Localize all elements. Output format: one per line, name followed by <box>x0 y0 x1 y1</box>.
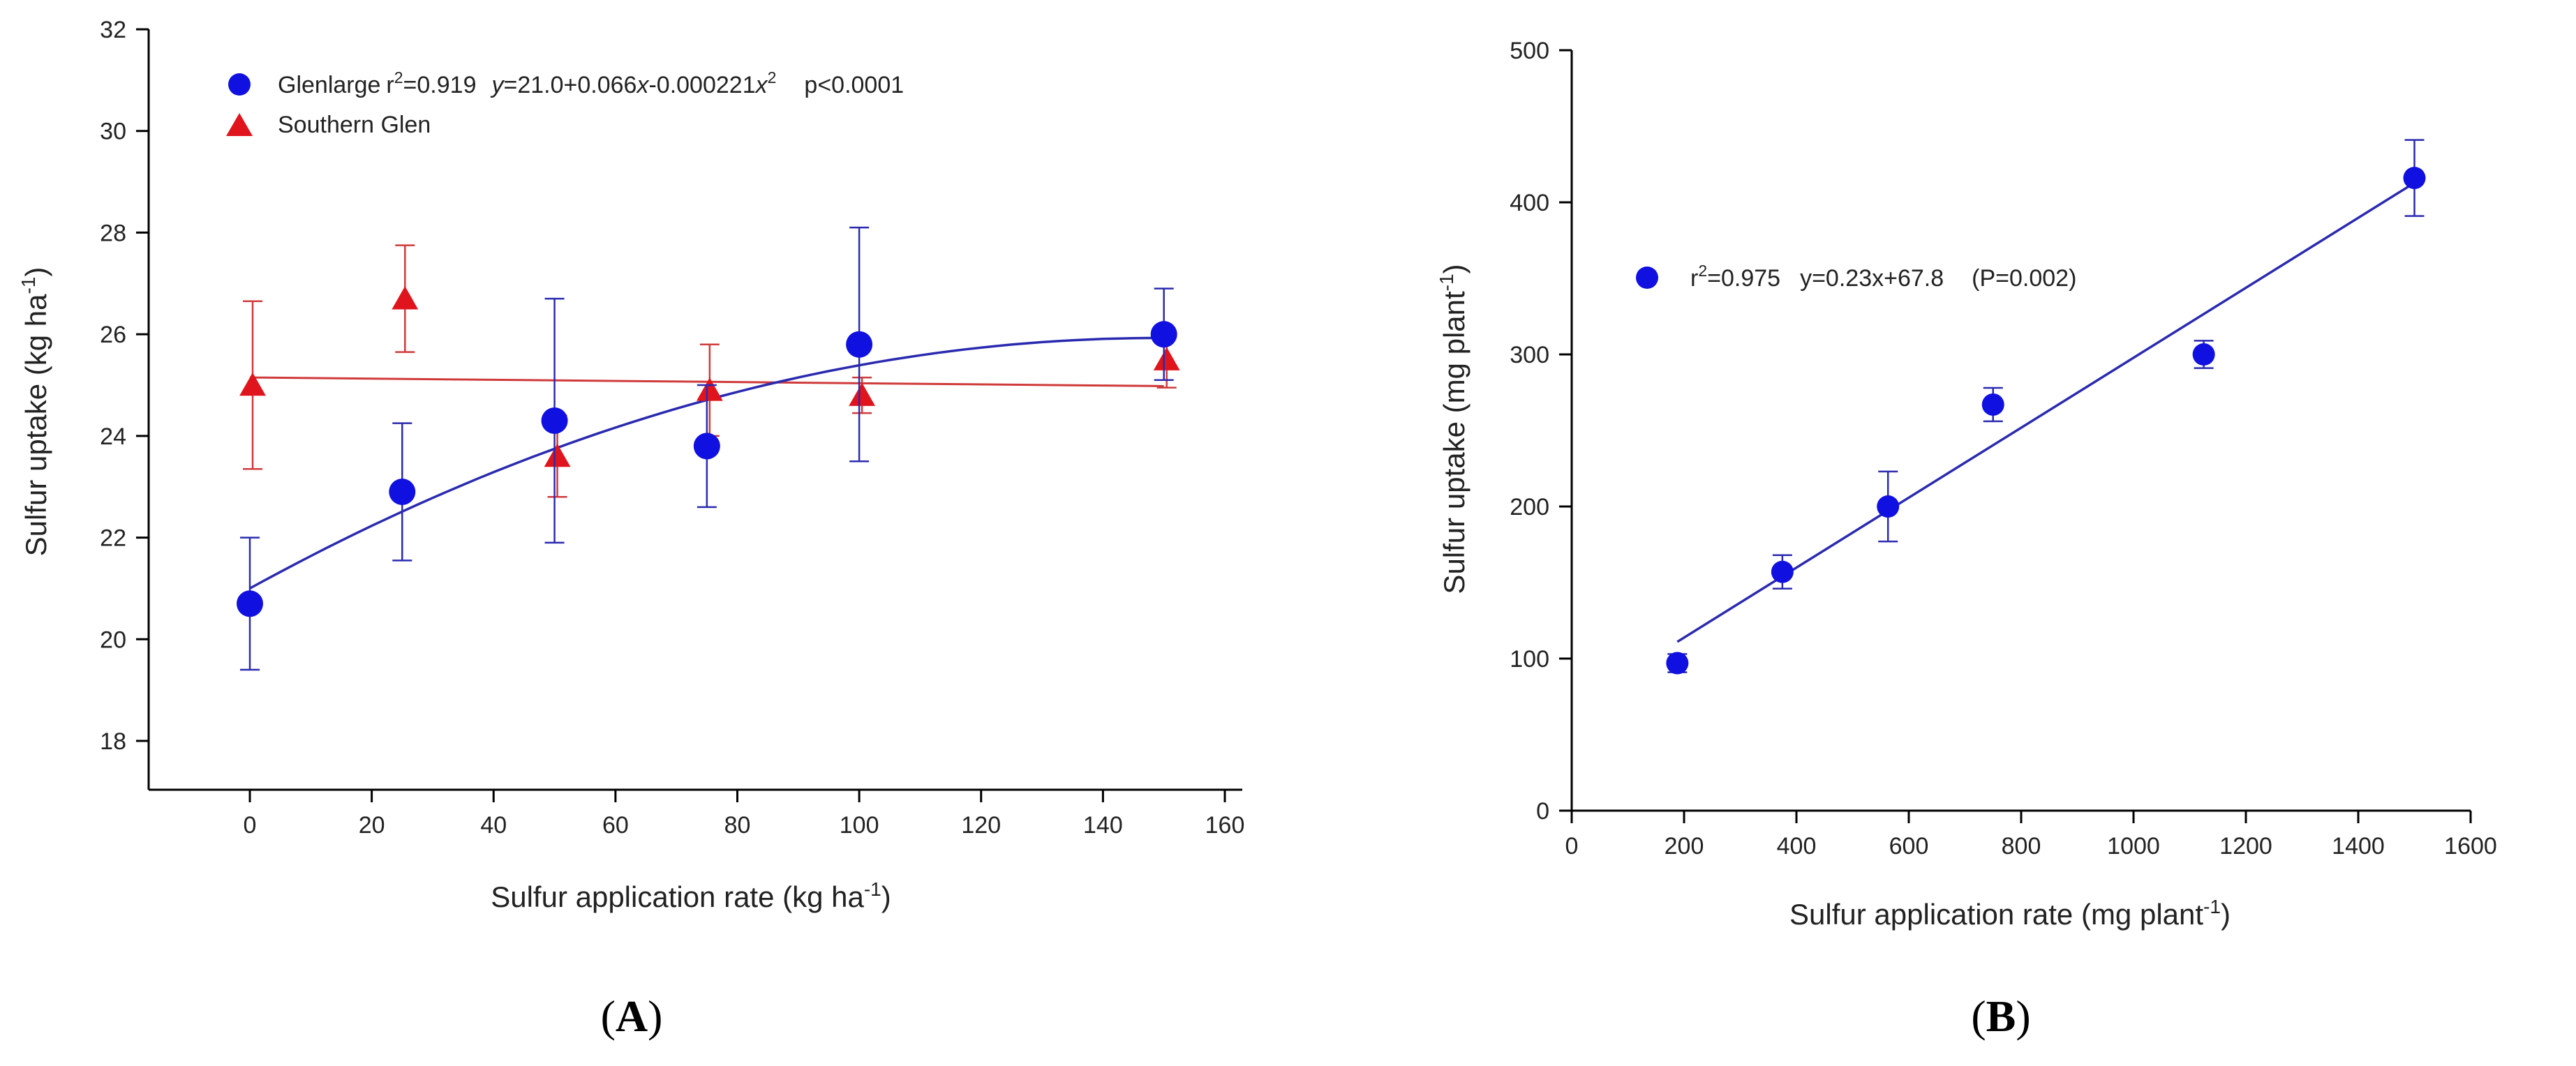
x-tick-label-b: 600 <box>1889 833 1929 859</box>
x-tick-label-b: 200 <box>1665 833 1704 859</box>
x-tick-label-a: 140 <box>1083 812 1123 839</box>
data-point-b <box>2192 343 2215 366</box>
x-tick-label-a: 120 <box>961 812 1001 839</box>
data-point-southern-glen <box>392 286 419 310</box>
y-axis-title-b: Sulfur uptake (mg plant-1) <box>1436 264 1471 594</box>
data-point-southern-glen <box>849 382 876 406</box>
y-axis-title-a: Sulfur uptake (kg ha-1) <box>17 267 52 557</box>
x-axis-title-a: Sulfur application rate (kg ha-1) <box>491 878 891 913</box>
x-tick-label-a: 60 <box>602 812 629 839</box>
y-tick-label-b: 300 <box>1510 342 1549 368</box>
x-axis-a: 0 20 40 60 80 100 120 140 160 <box>149 788 1245 839</box>
data-point-b <box>1666 652 1689 675</box>
x-tick-label-a: 20 <box>359 812 385 839</box>
y-tick-label-a: 24 <box>100 423 126 450</box>
x-axis-b: 0 200 400 600 800 1000 1200 1400 1600 <box>1565 809 2497 859</box>
legend-marker-southern-glen <box>226 113 253 136</box>
data-point-glenlarge <box>389 479 416 505</box>
y-tick-label-a: 18 <box>100 728 126 755</box>
data-point-glenlarge <box>237 590 263 617</box>
x-tick-label-b: 1200 <box>2219 833 2272 859</box>
fit-line-b <box>1676 181 2415 643</box>
x-tick-label-a: 40 <box>480 812 507 839</box>
data-point-southern-glen <box>239 373 266 396</box>
panel-label-b: (B) <box>1971 991 2030 1041</box>
y-tick-label-a: 30 <box>100 119 126 145</box>
x-tick-label-b: 1000 <box>2107 833 2160 859</box>
legend-a: Glenlarge r2=0.919 y=21.0+0.066x-0.000221x… <box>226 68 904 138</box>
legend-marker-b <box>1636 266 1658 289</box>
y-tick-label-a: 32 <box>100 17 126 43</box>
data-point-southern-glen <box>1153 347 1180 370</box>
data-point-b <box>1877 495 1900 518</box>
data-point-b <box>2403 167 2426 190</box>
x-tick-label-a: 0 <box>244 812 257 839</box>
x-tick-label-a: 80 <box>724 812 751 839</box>
chart-panel-a: 18 20 22 24 26 28 30 32 0 20 40 60 80 100 120 140 160 G… <box>17 17 1244 1041</box>
y-tick-label-b: 100 <box>1510 646 1549 673</box>
panel-label-a: (A) <box>601 991 663 1041</box>
legend-b: r2=0.975 y=0.23x+67.8 (P=0.002) <box>1636 262 2076 292</box>
data-point-b <box>1771 560 1794 583</box>
x-tick-label-b: 400 <box>1777 833 1817 859</box>
y-tick-label-b: 200 <box>1510 494 1549 520</box>
data-point-southern-glen <box>544 444 571 467</box>
x-tick-label-a: 100 <box>840 812 879 839</box>
data-point-glenlarge <box>846 331 873 358</box>
legend-label-glenlarge: Glenlarge r2=0.919 y=21.0+0.066x-0.000221x… <box>278 68 904 98</box>
x-tick-label-a: 160 <box>1205 812 1245 839</box>
x-tick-label-b: 1400 <box>2332 833 2385 859</box>
fit-line-southern-glen <box>249 376 1164 387</box>
y-tick-label-a: 26 <box>100 322 126 348</box>
data-point-southern-glen <box>696 377 723 401</box>
y-tick-label-a: 20 <box>100 626 126 653</box>
y-tick-label-a: 28 <box>100 220 126 246</box>
x-axis-title-b: Sulfur application rate (mg plant-1) <box>1789 896 2231 931</box>
y-tick-label-b: 0 <box>1536 798 1549 825</box>
data-point-b <box>1981 393 2004 416</box>
y-tick-label-a: 22 <box>100 525 126 552</box>
legend-label-southern-glen: Southern Glen <box>278 112 431 138</box>
chart-panel-b: 0 100 200 300 400 500 0 200 400 600 800 1000 1200 14… <box>1436 38 2497 1041</box>
legend-label-b: r2=0.975 y=0.23x+67.8 (P=0.002) <box>1690 262 2076 292</box>
y-tick-label-b: 400 <box>1510 190 1549 216</box>
x-tick-label-b: 0 <box>1565 833 1579 859</box>
data-point-glenlarge <box>693 433 720 460</box>
data-point-glenlarge <box>1150 321 1177 348</box>
x-tick-label-b: 1600 <box>2444 833 2497 859</box>
y-axis-b: 0 100 200 300 400 500 <box>1510 38 1573 825</box>
y-tick-label-b: 500 <box>1510 38 1549 64</box>
legend-marker-glenlarge <box>228 73 251 96</box>
data-point-glenlarge <box>541 407 568 434</box>
y-axis-a: 18 20 22 24 26 28 30 32 <box>100 17 150 790</box>
x-tick-label-b: 800 <box>2002 833 2041 859</box>
